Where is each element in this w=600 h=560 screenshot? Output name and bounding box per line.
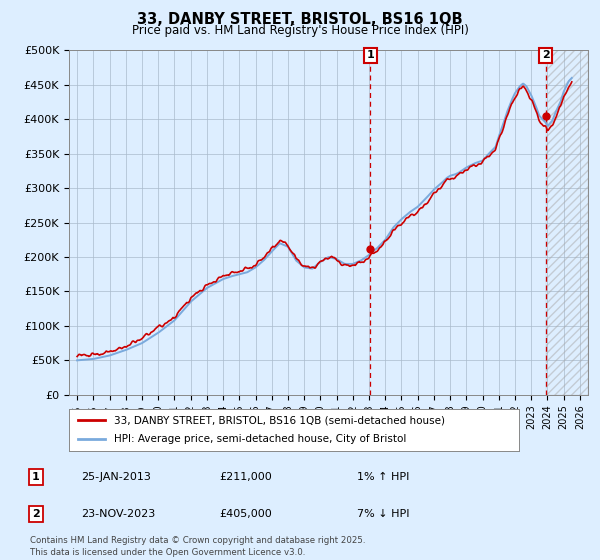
Text: £211,000: £211,000: [219, 472, 272, 482]
Text: £405,000: £405,000: [219, 509, 272, 519]
Text: 25-JAN-2013: 25-JAN-2013: [81, 472, 151, 482]
Text: 2: 2: [32, 509, 40, 519]
Text: 33, DANBY STREET, BRISTOL, BS16 1QB: 33, DANBY STREET, BRISTOL, BS16 1QB: [137, 12, 463, 27]
Text: 23-NOV-2023: 23-NOV-2023: [81, 509, 155, 519]
Text: 2: 2: [542, 50, 550, 60]
Text: HPI: Average price, semi-detached house, City of Bristol: HPI: Average price, semi-detached house,…: [114, 435, 406, 445]
Text: Contains HM Land Registry data © Crown copyright and database right 2025.
This d: Contains HM Land Registry data © Crown c…: [30, 536, 365, 557]
Text: 33, DANBY STREET, BRISTOL, BS16 1QB (semi-detached house): 33, DANBY STREET, BRISTOL, BS16 1QB (sem…: [114, 415, 445, 425]
Text: 1: 1: [32, 472, 40, 482]
Text: Price paid vs. HM Land Registry's House Price Index (HPI): Price paid vs. HM Land Registry's House …: [131, 24, 469, 36]
Text: 1: 1: [367, 50, 374, 60]
Text: 1% ↑ HPI: 1% ↑ HPI: [357, 472, 409, 482]
Text: 7% ↓ HPI: 7% ↓ HPI: [357, 509, 409, 519]
